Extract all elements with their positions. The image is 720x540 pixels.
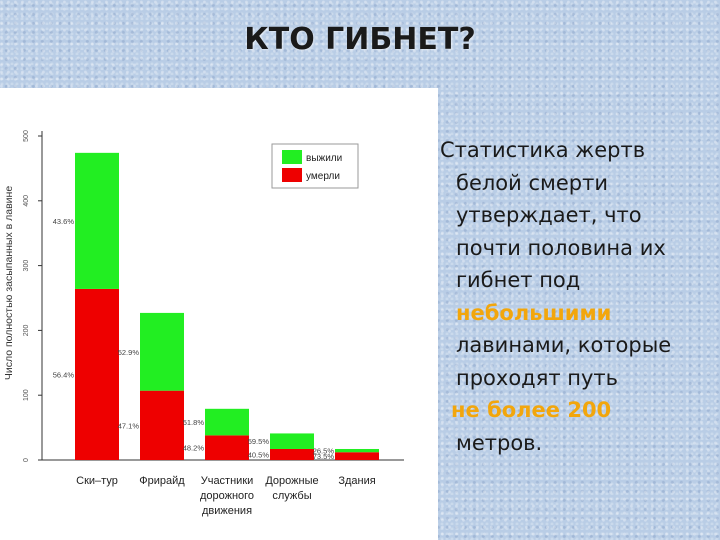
y-tick-label-4: 400 — [23, 195, 30, 207]
category-label-3-1: службы — [272, 490, 311, 502]
y-tick-label-1: 100 — [23, 389, 30, 401]
pct-survived-0: 43.6% — [53, 217, 75, 226]
text-line-last: метров. — [456, 430, 543, 455]
text-line-2: белой смерти — [456, 170, 608, 195]
bar-died-4 — [335, 452, 379, 460]
category-label-2-1: дорожного — [200, 490, 254, 502]
pct-died-4: 73.5% — [313, 452, 335, 461]
text-line-8: проходят путь — [456, 365, 619, 390]
pct-survived-3: 59.5% — [248, 437, 270, 446]
bar-died-2 — [205, 435, 249, 460]
category-label-3-0: Дорожные — [265, 475, 318, 487]
legend-label-survived: выжили — [306, 153, 342, 164]
pct-died-2: 48.2% — [183, 444, 205, 453]
pct-died-1: 47.1% — [118, 421, 140, 430]
legend-swatch-died — [282, 168, 302, 182]
bar-survived-4 — [335, 448, 379, 453]
bar-survived-1 — [140, 312, 184, 391]
highlight-small: небольшими — [456, 300, 612, 325]
text-line-3: утверждает, что — [456, 203, 642, 227]
category-label-2-2: движения — [202, 505, 252, 517]
bar-survived-0 — [75, 152, 119, 289]
pct-survived-1: 52.9% — [118, 348, 140, 357]
category-label-4-0: Здания — [338, 475, 375, 487]
pct-survived-4: 26.5% — [313, 447, 335, 456]
y-tick-label-0: 0 — [23, 458, 30, 462]
avalanche-chart: 0 100 200 300 400 500 Число полностью засыпанн… — [3, 130, 404, 517]
bar-died-1 — [140, 390, 184, 460]
pct-died-3: 40.5% — [248, 450, 270, 459]
y-tick-label-3: 300 — [23, 260, 30, 272]
text-line-5: гибнет под — [456, 268, 581, 292]
category-label-1-0: Фрирайд — [139, 475, 185, 487]
bar-died-0 — [75, 288, 119, 460]
slide-title: КТО ГИБНЕТ? — [244, 22, 476, 57]
chart-panel: 0 100 200 300 400 500 Число полностью засыпанн… — [0, 88, 438, 540]
highlight-distance: не более 200 — [451, 398, 612, 422]
pct-survived-2: 51.8% — [183, 418, 205, 427]
text-line-4: почти половина их — [456, 235, 666, 260]
bar-survived-3 — [270, 433, 314, 449]
category-label-2-0: Участники — [201, 475, 254, 487]
y-axis-label: Число полностью засыпанных в лавине — [3, 186, 15, 380]
text-line-7: лавинами, которые — [456, 333, 672, 357]
bar-died-3 — [270, 448, 314, 460]
y-tick-label-2: 200 — [23, 324, 30, 336]
y-tick-label-5: 500 — [23, 130, 30, 142]
legend-swatch-survived — [282, 150, 302, 164]
bar-survived-2 — [205, 408, 249, 436]
legend-label-died: умерли — [306, 171, 340, 182]
text-line-1: Статистика жертв — [440, 138, 646, 162]
pct-died-0: 56.4% — [53, 370, 75, 379]
body-text: Статистика жертв белой смерти утверждает… — [440, 134, 715, 459]
category-label-0-0: Ски–тур — [76, 475, 118, 487]
